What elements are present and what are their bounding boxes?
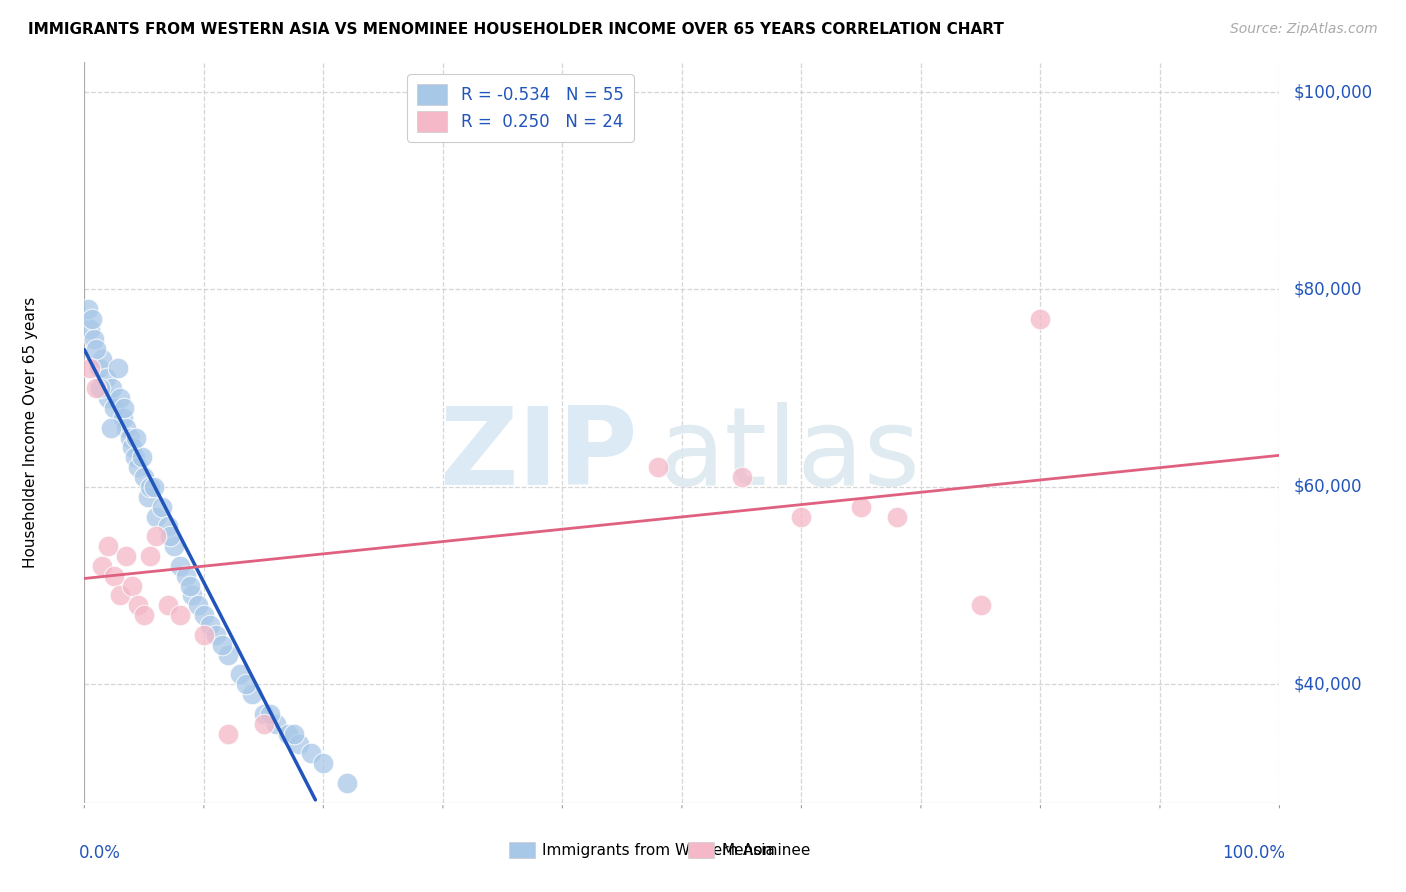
Point xyxy=(235,677,257,691)
Point xyxy=(193,628,215,642)
Point xyxy=(264,716,287,731)
Point xyxy=(157,519,180,533)
Point xyxy=(142,480,165,494)
Point xyxy=(790,509,813,524)
Text: atlas: atlas xyxy=(658,401,921,508)
Text: IMMIGRANTS FROM WESTERN ASIA VS MENOMINEE HOUSEHOLDER INCOME OVER 65 YEARS CORRE: IMMIGRANTS FROM WESTERN ASIA VS MENOMINE… xyxy=(28,22,1004,37)
Point xyxy=(174,568,197,582)
Point xyxy=(145,509,167,524)
Point xyxy=(731,470,754,484)
FancyBboxPatch shape xyxy=(509,842,534,858)
Point xyxy=(77,302,100,317)
Point xyxy=(1029,312,1052,326)
Point xyxy=(124,450,146,465)
Point xyxy=(198,618,221,632)
Point xyxy=(157,599,180,613)
Point xyxy=(80,312,103,326)
Point xyxy=(97,539,120,553)
Point xyxy=(112,401,135,415)
Point xyxy=(217,727,239,741)
Legend: R = -0.534   N = 55, R =  0.250   N = 24: R = -0.534 N = 55, R = 0.250 N = 24 xyxy=(408,74,634,142)
Point xyxy=(277,727,299,741)
Point xyxy=(79,322,101,336)
Point xyxy=(312,756,335,771)
Point xyxy=(886,509,908,524)
Text: Immigrants from Western Asia: Immigrants from Western Asia xyxy=(543,843,775,858)
Point xyxy=(253,706,276,721)
Point xyxy=(240,687,263,701)
Point xyxy=(217,648,239,662)
Text: $100,000: $100,000 xyxy=(1294,83,1372,101)
Text: $60,000: $60,000 xyxy=(1294,478,1362,496)
Point xyxy=(647,460,669,475)
Point xyxy=(97,391,120,405)
Point xyxy=(115,420,138,434)
Point xyxy=(283,727,305,741)
Point xyxy=(94,371,117,385)
Point xyxy=(83,332,105,346)
Text: 100.0%: 100.0% xyxy=(1222,844,1285,862)
Point xyxy=(301,747,323,761)
Text: 0.0%: 0.0% xyxy=(79,844,121,862)
Point xyxy=(132,470,156,484)
Point xyxy=(110,391,132,405)
Text: $40,000: $40,000 xyxy=(1294,675,1362,693)
Point xyxy=(103,401,125,415)
Point xyxy=(145,529,167,543)
Point xyxy=(336,776,359,790)
Point xyxy=(131,450,153,465)
Point xyxy=(79,361,101,376)
Point xyxy=(163,539,186,553)
Point xyxy=(127,460,149,475)
Point xyxy=(103,568,125,582)
Point xyxy=(86,342,108,356)
Point xyxy=(107,361,129,376)
Point xyxy=(132,608,156,623)
Point xyxy=(100,420,122,434)
Point xyxy=(179,579,201,593)
Point xyxy=(169,558,191,573)
Point xyxy=(259,706,281,721)
Point xyxy=(91,558,114,573)
Point xyxy=(253,716,276,731)
Point xyxy=(169,608,191,623)
Point xyxy=(139,549,162,563)
Point xyxy=(229,667,252,681)
Point xyxy=(91,351,114,366)
Point xyxy=(115,549,138,563)
Point xyxy=(150,500,173,514)
Point xyxy=(87,361,110,376)
Point xyxy=(211,638,233,652)
Text: Menominee: Menominee xyxy=(721,843,811,858)
Point xyxy=(187,599,209,613)
Text: Source: ZipAtlas.com: Source: ZipAtlas.com xyxy=(1230,22,1378,37)
Point xyxy=(288,737,311,751)
Point xyxy=(121,441,143,455)
Point xyxy=(970,599,993,613)
FancyBboxPatch shape xyxy=(688,842,714,858)
Point xyxy=(111,410,134,425)
Point xyxy=(101,381,124,395)
Text: ZIP: ZIP xyxy=(439,401,638,508)
Point xyxy=(851,500,873,514)
Point xyxy=(118,431,141,445)
Point xyxy=(127,599,149,613)
Point xyxy=(125,431,148,445)
Point xyxy=(136,490,159,504)
Point xyxy=(110,589,132,603)
Point xyxy=(121,579,143,593)
Point xyxy=(181,589,204,603)
Point xyxy=(139,480,162,494)
Point xyxy=(205,628,228,642)
Point xyxy=(86,381,108,395)
Point xyxy=(193,608,215,623)
Text: Householder Income Over 65 years: Householder Income Over 65 years xyxy=(22,297,38,568)
Point xyxy=(159,529,181,543)
Text: $80,000: $80,000 xyxy=(1294,280,1362,299)
Point xyxy=(89,381,111,395)
